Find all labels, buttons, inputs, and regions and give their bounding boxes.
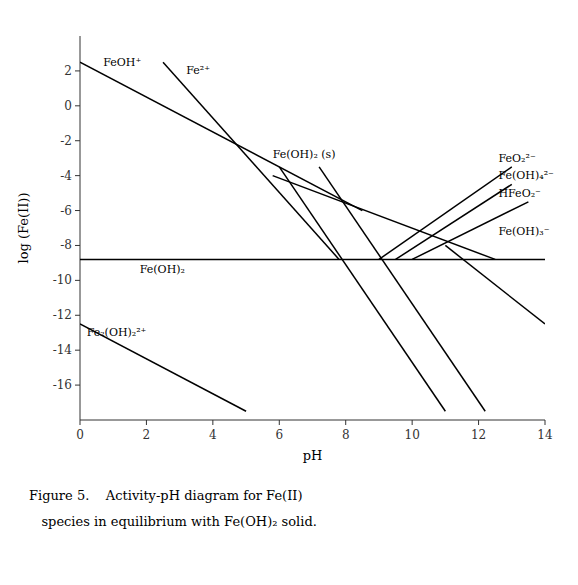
y-tick bbox=[75, 175, 80, 176]
y-tick-label: 2 bbox=[64, 64, 72, 78]
y-axis bbox=[80, 36, 81, 420]
y-tick bbox=[75, 350, 80, 351]
x-tick bbox=[345, 420, 346, 425]
y-tick-label: -2 bbox=[60, 134, 72, 148]
y-tick-label: -14 bbox=[53, 343, 73, 357]
y-tick-label: 0 bbox=[64, 99, 72, 113]
x-tick bbox=[279, 420, 280, 425]
x-tick bbox=[212, 420, 213, 425]
horizontal-line bbox=[80, 259, 545, 261]
species-label: Fe(OH)₂ (s) bbox=[273, 148, 336, 161]
species-label: FeO₂²⁻ bbox=[499, 152, 536, 165]
line-segment bbox=[80, 324, 246, 411]
x-tick bbox=[146, 420, 147, 425]
y-tick-label: -16 bbox=[53, 378, 72, 392]
caption: Figure 5. Activity-pH diagram for Fe(II) bbox=[29, 488, 303, 503]
y-tick bbox=[75, 70, 80, 71]
y-tick-label: -10 bbox=[53, 273, 72, 287]
y-tick bbox=[75, 315, 80, 316]
x-tick bbox=[412, 420, 413, 425]
x-tick bbox=[478, 420, 479, 425]
y-tick bbox=[75, 385, 80, 386]
line-segment bbox=[445, 245, 545, 324]
y-tick bbox=[75, 280, 80, 281]
x-axis-label: pH bbox=[303, 448, 323, 463]
species-label: Fe²⁺ bbox=[186, 64, 210, 77]
y-tick bbox=[75, 105, 80, 106]
species-label: HFeO₂⁻ bbox=[499, 187, 542, 200]
caption: species in equilibrium with Fe(OH)₂ soli… bbox=[29, 514, 317, 529]
x-tick bbox=[545, 420, 546, 425]
y-tick bbox=[75, 245, 80, 246]
x-tick-label: 14 bbox=[537, 428, 553, 442]
line-segment bbox=[163, 62, 339, 259]
x-tick-label: 6 bbox=[275, 428, 283, 442]
species-label: Fe(OH)₃⁻ bbox=[499, 225, 550, 238]
species-label: Fe(OH)₄²⁻ bbox=[499, 169, 555, 182]
x-tick-label: 12 bbox=[471, 428, 486, 442]
chart: 0 2 4 6 8 10 12 14 2 0 -2 -4 -6 -8 -10 -12 -14 -16 pH log (… bbox=[0, 0, 578, 585]
y-tick bbox=[75, 210, 80, 211]
plot-area bbox=[80, 62, 545, 411]
y-tick-label: -8 bbox=[60, 238, 72, 252]
species-label: Fe₂(OH)₂²⁺ bbox=[87, 326, 147, 339]
x-axis bbox=[80, 420, 545, 421]
x-tick bbox=[80, 420, 81, 425]
x-tick-label: 8 bbox=[342, 428, 350, 442]
species-label: Fe(OH)₂ bbox=[140, 263, 185, 276]
line-segment bbox=[396, 184, 512, 259]
x-tick-label: 0 bbox=[76, 428, 84, 442]
y-axis-label: log (Fe(II)) bbox=[16, 193, 31, 264]
species-label: FeOH⁺ bbox=[103, 56, 141, 69]
y-tick-label: -12 bbox=[53, 308, 72, 322]
x-tick-label: 10 bbox=[405, 428, 420, 442]
y-tick bbox=[75, 140, 80, 141]
line-segment bbox=[279, 167, 445, 411]
line-segment bbox=[80, 62, 362, 210]
x-tick-label: 4 bbox=[209, 428, 217, 442]
y-tick-label: -4 bbox=[60, 169, 72, 183]
y-tick-label: -6 bbox=[60, 204, 72, 218]
x-tick-label: 2 bbox=[143, 428, 151, 442]
